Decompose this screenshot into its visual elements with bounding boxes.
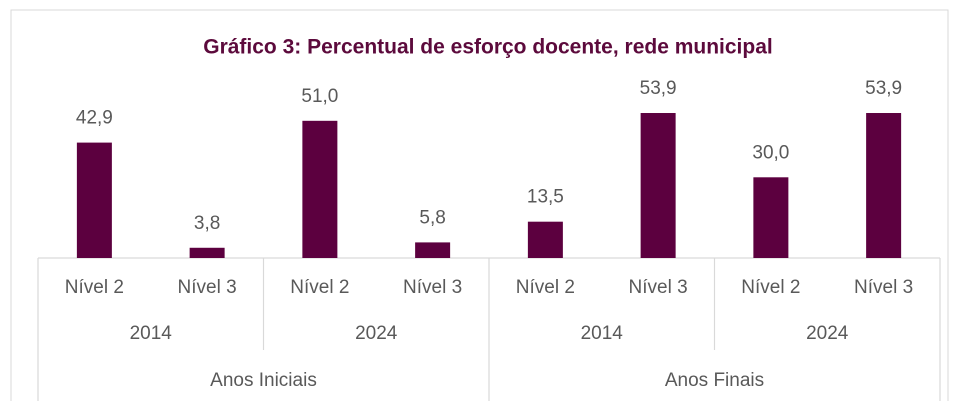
data-label: 53,9 bbox=[640, 78, 677, 99]
bar bbox=[753, 177, 789, 258]
bar bbox=[640, 113, 676, 258]
bar bbox=[189, 247, 225, 258]
bar bbox=[527, 221, 563, 258]
x-tick-label: Nível 2 bbox=[516, 277, 575, 298]
x-tick-label: Nível 3 bbox=[854, 277, 913, 298]
group-label: 2014 bbox=[581, 323, 624, 344]
group-label: 2024 bbox=[355, 323, 398, 344]
super-group-label: Anos Iniciais bbox=[210, 370, 317, 391]
bar bbox=[302, 120, 338, 258]
bar bbox=[76, 142, 112, 258]
data-label: 13,5 bbox=[527, 187, 564, 208]
data-label: 51,0 bbox=[301, 86, 338, 107]
group-label: 2024 bbox=[806, 323, 849, 344]
data-label: 30,0 bbox=[752, 142, 789, 163]
data-label: 53,9 bbox=[865, 78, 902, 99]
x-tick-label: Nível 3 bbox=[403, 277, 462, 298]
data-label: 3,8 bbox=[194, 213, 220, 234]
x-tick-label: Nível 2 bbox=[741, 277, 800, 298]
x-tick-label: Nível 3 bbox=[178, 277, 237, 298]
super-group-label: Anos Finais bbox=[665, 370, 764, 391]
chart-title: Gráfico 3: Percentual de esforço docente… bbox=[203, 36, 773, 59]
bar bbox=[415, 242, 451, 258]
x-tick-label: Nível 3 bbox=[629, 277, 688, 298]
data-label: 42,9 bbox=[76, 108, 113, 129]
data-label: 5,8 bbox=[419, 207, 445, 228]
x-tick-label: Nível 2 bbox=[290, 277, 349, 298]
bar bbox=[866, 113, 902, 258]
group-label: 2014 bbox=[130, 323, 173, 344]
x-tick-label: Nível 2 bbox=[65, 277, 124, 298]
chart-border bbox=[10, 9, 949, 401]
